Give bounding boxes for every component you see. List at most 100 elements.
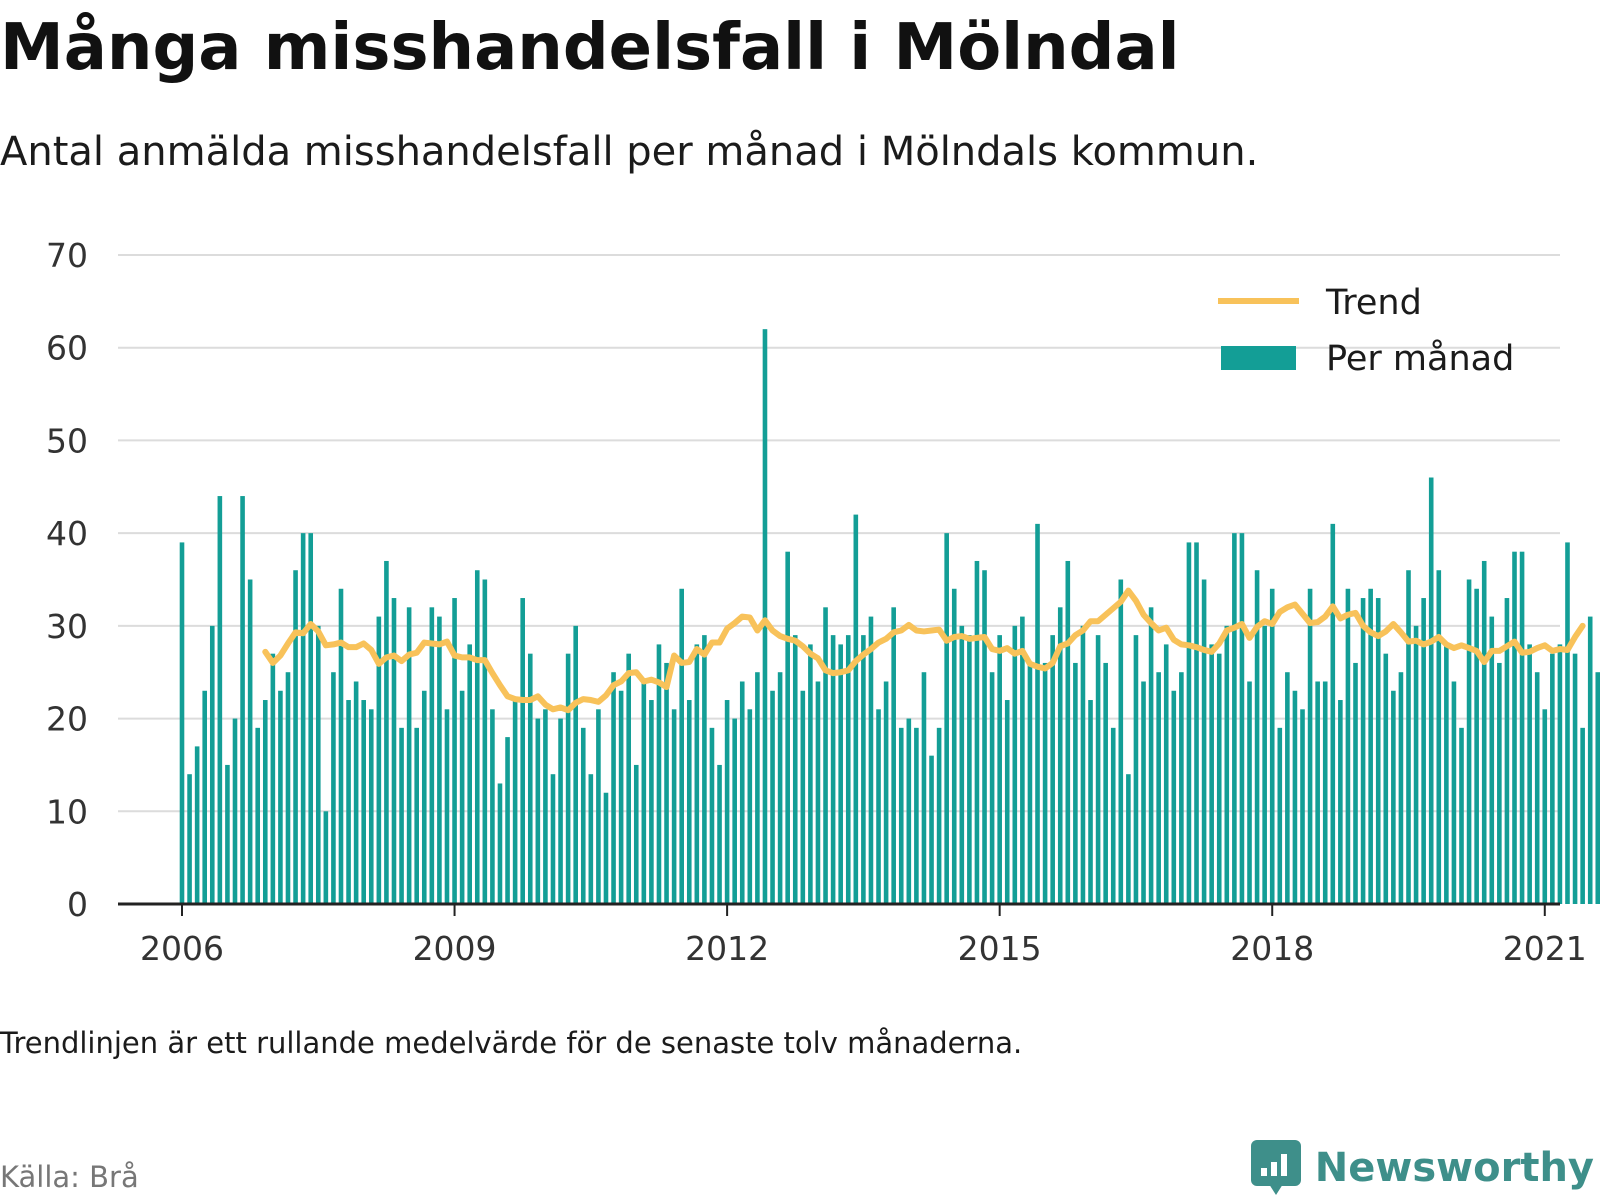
bar bbox=[361, 700, 366, 904]
bar bbox=[300, 533, 306, 904]
bar bbox=[755, 672, 760, 904]
bar bbox=[1587, 616, 1593, 904]
bar bbox=[573, 625, 578, 904]
bar bbox=[1391, 690, 1396, 904]
bar bbox=[187, 774, 192, 904]
bar bbox=[323, 811, 329, 904]
bar bbox=[1322, 681, 1328, 904]
bar bbox=[1080, 625, 1086, 904]
bar bbox=[1368, 588, 1373, 904]
bar bbox=[315, 625, 321, 904]
bar bbox=[845, 635, 851, 904]
bar bbox=[1398, 672, 1404, 904]
bar bbox=[1179, 672, 1184, 904]
bar bbox=[815, 681, 821, 904]
bar bbox=[671, 709, 677, 904]
bar bbox=[792, 635, 798, 904]
bar bbox=[1156, 672, 1161, 904]
bar bbox=[527, 653, 533, 904]
legend: Trend Per månad bbox=[1218, 283, 1514, 379]
bar bbox=[255, 727, 261, 904]
chart-title: Många misshandelsfall i Mölndal bbox=[0, 11, 1180, 85]
bar bbox=[421, 690, 427, 904]
bar bbox=[974, 560, 980, 904]
bar bbox=[1201, 579, 1207, 904]
bar bbox=[709, 727, 715, 904]
bar bbox=[535, 718, 541, 904]
bar bbox=[565, 653, 571, 904]
bar bbox=[384, 560, 389, 904]
bar bbox=[368, 709, 374, 904]
bar bbox=[823, 607, 828, 904]
bar bbox=[876, 709, 881, 904]
bar bbox=[982, 570, 987, 904]
bar bbox=[1406, 570, 1411, 904]
x-tick-label: 2006 bbox=[140, 929, 224, 968]
bar bbox=[1095, 635, 1101, 904]
bar bbox=[444, 709, 450, 904]
bar bbox=[194, 746, 200, 904]
bar bbox=[808, 644, 813, 904]
bar bbox=[338, 588, 344, 904]
bar bbox=[1565, 542, 1570, 904]
bar bbox=[459, 690, 465, 904]
bar bbox=[580, 727, 586, 904]
bar bbox=[694, 644, 700, 904]
bar bbox=[406, 607, 412, 904]
bar bbox=[1428, 477, 1434, 904]
bar bbox=[967, 635, 972, 904]
y-tick-label: 30 bbox=[46, 607, 88, 646]
bar bbox=[861, 635, 866, 904]
y-tick-label: 10 bbox=[46, 792, 88, 831]
bar bbox=[543, 709, 548, 904]
bar bbox=[929, 755, 934, 904]
bar bbox=[505, 737, 510, 904]
bar bbox=[603, 792, 609, 904]
bar bbox=[1224, 625, 1230, 904]
bar bbox=[883, 681, 889, 904]
bar bbox=[1595, 672, 1600, 904]
bar bbox=[179, 542, 185, 904]
bar bbox=[285, 672, 291, 904]
bar bbox=[497, 783, 503, 904]
bar bbox=[1186, 542, 1192, 904]
bar bbox=[1580, 727, 1585, 904]
x-tick-label: 2012 bbox=[685, 929, 769, 968]
legend-bar-swatch bbox=[1221, 346, 1296, 370]
bar bbox=[1353, 662, 1358, 904]
bar bbox=[686, 700, 692, 904]
bar bbox=[633, 764, 639, 904]
bar bbox=[247, 579, 253, 904]
bar bbox=[353, 681, 359, 904]
bar bbox=[1254, 570, 1260, 904]
bar bbox=[732, 718, 737, 904]
newsworthy-logo-icon bbox=[1250, 1140, 1301, 1195]
bar bbox=[891, 607, 896, 904]
bar bbox=[278, 690, 283, 904]
bar bbox=[1527, 644, 1532, 904]
bar bbox=[414, 727, 419, 904]
bar bbox=[1247, 681, 1252, 904]
bar bbox=[1497, 662, 1502, 904]
brand-logo: Newsworthy bbox=[1250, 1140, 1594, 1196]
bar bbox=[1444, 644, 1449, 904]
bar bbox=[1481, 560, 1487, 904]
bar bbox=[232, 718, 238, 904]
bar bbox=[1110, 727, 1116, 904]
bar bbox=[1171, 690, 1177, 904]
y-axis-ticks: 0 10 20 30 40 50 60 70 bbox=[46, 236, 88, 924]
bar bbox=[262, 700, 268, 904]
bar bbox=[1148, 607, 1154, 904]
bar bbox=[1020, 616, 1025, 904]
bar bbox=[1050, 635, 1055, 904]
bar bbox=[1285, 672, 1290, 904]
bar bbox=[1216, 653, 1222, 904]
bar bbox=[739, 681, 745, 904]
bar bbox=[1277, 727, 1283, 904]
bar bbox=[1118, 579, 1124, 904]
bar bbox=[482, 579, 488, 904]
bar bbox=[1057, 607, 1063, 904]
bar bbox=[906, 718, 912, 904]
bar bbox=[1534, 672, 1540, 904]
legend-bar-label: Per månad bbox=[1326, 338, 1514, 379]
